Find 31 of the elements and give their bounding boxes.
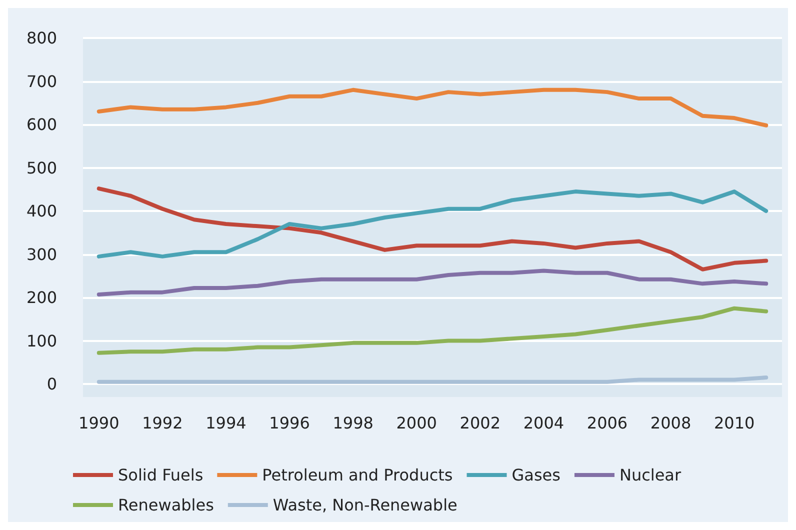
x-tick-label: 2002 bbox=[460, 414, 501, 432]
line-series bbox=[96, 268, 768, 296]
x-tick-label: 1996 bbox=[269, 414, 310, 432]
legend-label: Petroleum and Products bbox=[262, 466, 453, 484]
x-tick-label: 2000 bbox=[396, 414, 437, 432]
legend-label: Solid Fuels bbox=[118, 466, 204, 484]
y-tick-label: 0 bbox=[46, 374, 57, 394]
x-tick-label: 2006 bbox=[586, 414, 628, 432]
x-tick-label: 1990 bbox=[78, 414, 120, 432]
x-tick-label: 1998 bbox=[332, 414, 374, 432]
y-tick-label: 800 bbox=[26, 28, 57, 48]
line-series bbox=[96, 88, 768, 128]
legend-label: Renewables bbox=[118, 496, 214, 514]
legend-label: Waste, Non-Renewable bbox=[272, 496, 458, 514]
x-tick-label: 1992 bbox=[142, 414, 183, 432]
y-tick-label: 300 bbox=[26, 244, 57, 264]
x-tick-label: 2010 bbox=[714, 414, 755, 432]
x-tick-label: 2008 bbox=[650, 414, 692, 432]
line-series bbox=[96, 190, 768, 258]
line-series bbox=[96, 186, 768, 272]
y-tick-label: 500 bbox=[26, 158, 57, 178]
x-tick-label: 1994 bbox=[206, 414, 246, 432]
y-tick-label: 600 bbox=[26, 115, 57, 134]
y-tick-label: 100 bbox=[26, 331, 57, 350]
x-tick-label: 2004 bbox=[523, 414, 564, 432]
y-tick-label: 400 bbox=[26, 202, 57, 221]
line-series bbox=[96, 306, 768, 355]
y-tick-label: 200 bbox=[26, 288, 57, 308]
y-tick-label: 700 bbox=[26, 72, 57, 91]
legend-label: Gases bbox=[512, 466, 560, 484]
legend-label: Nuclear bbox=[619, 466, 682, 484]
